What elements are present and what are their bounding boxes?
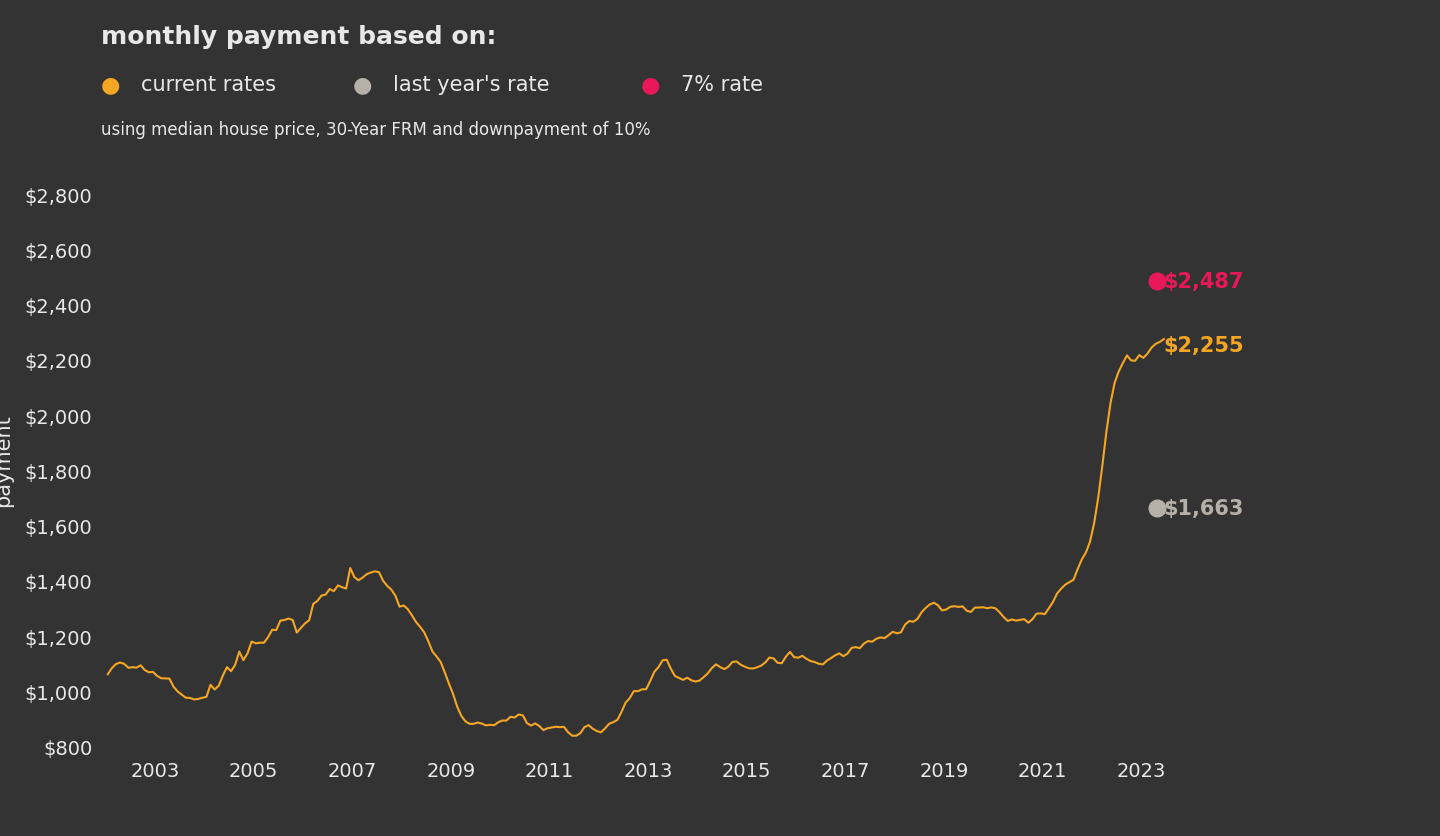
Text: ●: ● <box>101 75 120 95</box>
Text: using median house price, 30-Year FRM and downpayment of 10%: using median house price, 30-Year FRM an… <box>101 121 651 140</box>
Text: $1,663: $1,663 <box>1164 498 1243 518</box>
Text: current rates: current rates <box>141 75 276 95</box>
Text: ●: ● <box>353 75 372 95</box>
Text: $2,255: $2,255 <box>1164 335 1244 355</box>
Text: 7% rate: 7% rate <box>681 75 763 95</box>
Text: last year's rate: last year's rate <box>393 75 550 95</box>
Text: ●: ● <box>641 75 660 95</box>
Text: monthly payment based on:: monthly payment based on: <box>101 25 497 49</box>
Text: $2,487: $2,487 <box>1164 271 1243 291</box>
Y-axis label: payment: payment <box>0 414 13 506</box>
